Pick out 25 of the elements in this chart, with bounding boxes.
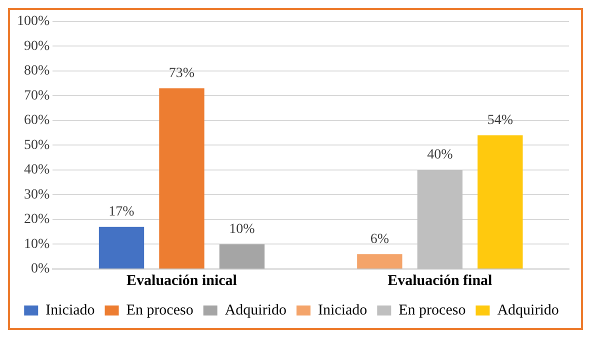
y-tick-label: 60% [24,113,50,128]
legend-label: Iniciado [318,302,368,318]
y-tick-label: 40% [24,162,50,178]
data-label: 73% [168,66,195,81]
legend-label: Iniciado [46,302,95,318]
y-tick-label: 70% [24,88,50,104]
y-tick-label: 0% [30,262,50,277]
x-tick-label: Evaluación inical [126,272,237,289]
data-label: 6% [370,232,390,247]
y-tick-label: 100% [16,14,50,30]
data-label: 17% [108,204,135,220]
legend-label: Adquirido [497,302,559,318]
legend-label: En proceso [398,302,466,318]
y-tick-label: 90% [24,38,50,54]
y-tick-label: 50% [24,138,50,153]
x-tick-label: Evaluación final [388,272,492,289]
data-label: 40% [427,148,454,163]
data-label: 10% [229,222,256,237]
y-tick-label: 10% [24,236,50,252]
y-tick-label: 20% [24,212,50,228]
legend-label: En proceso [126,302,194,318]
data-label: 54% [487,112,514,128]
legend-label: Adquirido [224,302,287,318]
y-tick-label: 30% [24,187,50,202]
y-tick-label: 80% [24,64,50,79]
